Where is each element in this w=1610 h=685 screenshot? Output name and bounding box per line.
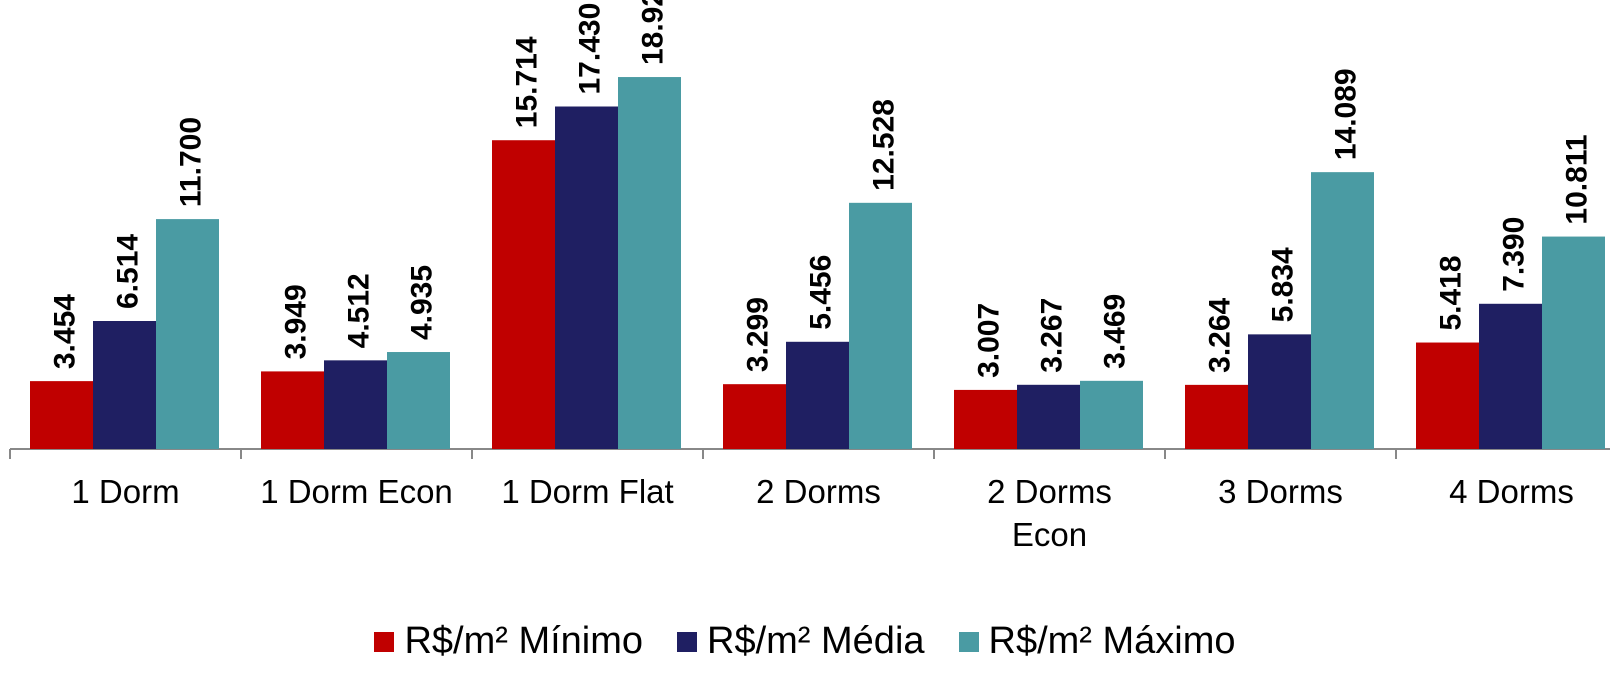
category-label-4-line1: Econ: [1012, 516, 1087, 553]
data-label-6-2: 10.811: [1561, 134, 1594, 224]
bar-2-0: [492, 140, 555, 449]
data-label-2-0: 15.714: [511, 36, 544, 128]
legend-item-media: R$/m² Média: [677, 620, 925, 663]
data-label-4-2: 3.469: [1099, 294, 1132, 369]
legend-item-minimo: R$/m² Mínimo: [374, 620, 643, 663]
category-label-3: 2 Dorms: [756, 473, 881, 510]
bar-4-0: [954, 389, 1017, 449]
legend-label-media: R$/m² Média: [707, 620, 925, 662]
legend: R$/m² Mínimo R$/m² Média R$/m² Máximo: [0, 620, 1610, 663]
legend-item-maximo: R$/m² Máximo: [958, 620, 1236, 663]
data-label-0-0: 3.454: [49, 294, 82, 369]
bar-2-1: [555, 106, 618, 450]
bar-1-1: [324, 360, 387, 449]
data-label-2-1: 17.430: [574, 3, 607, 95]
data-label-6-0: 5.418: [1435, 255, 1468, 330]
bar-chart: 3.454 6.514 11.700 1 Dorm 3.949 4.512 4.935 1 D…: [9, 0, 1610, 553]
data-label-5-0: 3.264: [1204, 297, 1237, 372]
category-label-2: 1 Dorm Flat: [501, 473, 673, 510]
data-label-3-1: 5.456: [805, 255, 838, 330]
bar-5-1: [1248, 334, 1311, 449]
data-label-0-2: 11.700: [175, 117, 208, 207]
bar-4-2: [1080, 380, 1143, 449]
bar-5-2: [1311, 172, 1374, 449]
data-label-1-2: 4.935: [406, 265, 439, 340]
bar-6-2: [1542, 236, 1605, 449]
data-label-4-0: 3.007: [973, 303, 1006, 378]
category-label-1: 1 Dorm Econ: [260, 473, 453, 510]
category-label-4: 2 Dorms: [987, 473, 1112, 510]
bar-6-1: [1479, 303, 1542, 449]
bar-0-1: [93, 320, 156, 449]
legend-swatch-minimo: [374, 631, 395, 652]
legend-swatch-media: [677, 631, 698, 652]
legend-swatch-maximo: [958, 631, 979, 652]
bar-3-2: [849, 202, 912, 449]
bar-0-2: [156, 219, 219, 449]
legend-label-maximo: R$/m² Máximo: [988, 620, 1236, 662]
data-label-3-2: 12.528: [868, 99, 901, 191]
legend-label-minimo: R$/m² Mínimo: [404, 620, 644, 662]
data-label-5-2: 14.089: [1330, 68, 1363, 160]
bar-3-1: [786, 341, 849, 449]
bar-3-0: [723, 384, 786, 449]
bar-5-0: [1185, 384, 1248, 449]
data-label-3-0: 3.299: [742, 297, 775, 372]
bar-4-1: [1017, 384, 1080, 449]
bar-1-0: [261, 371, 324, 449]
bar-0-0: [30, 381, 93, 449]
category-label-5: 3 Dorms: [1218, 473, 1343, 510]
category-label-6: 4 Dorms: [1449, 473, 1574, 510]
data-label-0-1: 6.514: [112, 234, 145, 309]
data-label-1-1: 4.512: [343, 273, 376, 348]
bar-2-2: [618, 77, 681, 449]
category-label-0: 1 Dorm: [71, 473, 179, 510]
data-label-6-1: 7.390: [1498, 217, 1531, 292]
data-label-4-1: 3.267: [1036, 298, 1069, 373]
data-label-1-0: 3.949: [280, 284, 313, 359]
bar-1-2: [387, 352, 450, 449]
bar-6-0: [1416, 342, 1479, 449]
data-label-2-2: 18.929: [637, 0, 670, 65]
data-label-5-1: 5.834: [1267, 247, 1300, 322]
